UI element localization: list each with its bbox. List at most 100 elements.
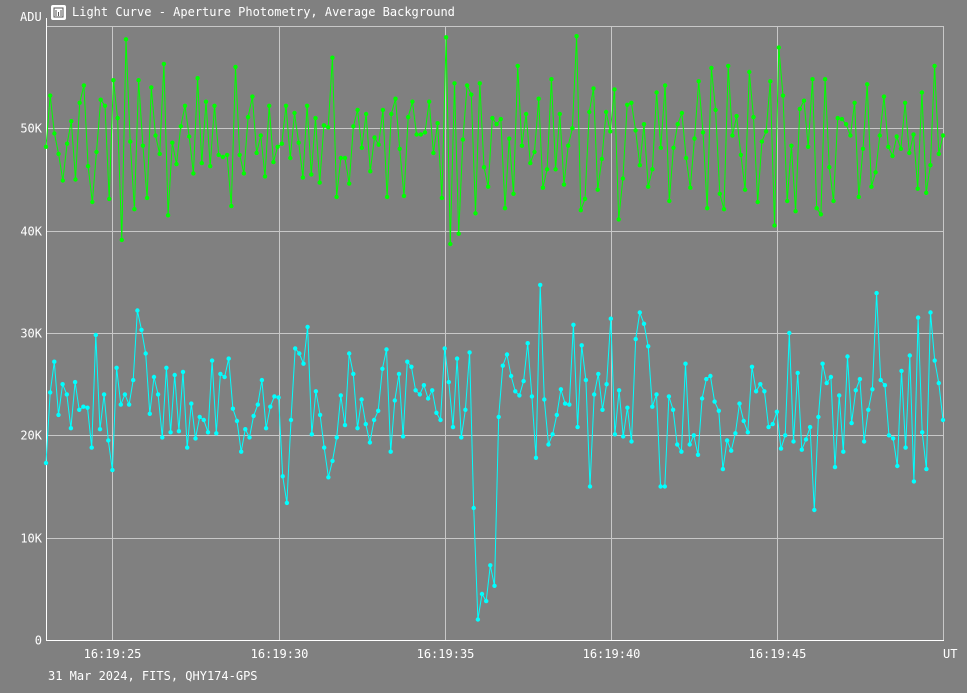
data-point [459, 435, 464, 440]
data-point [488, 563, 493, 568]
y-tick-label: 30K [20, 327, 42, 341]
data-point [832, 464, 838, 470]
x-tick-label: 16:19:30 [251, 647, 309, 661]
data-point [72, 379, 78, 385]
data-point [511, 191, 516, 196]
data-point [479, 591, 485, 597]
data-point [77, 407, 82, 412]
data-point [612, 432, 618, 437]
data-point [654, 392, 659, 397]
data-point [259, 377, 265, 383]
data-point [393, 96, 398, 101]
data-point [502, 206, 508, 211]
data-point [898, 146, 904, 151]
data-point [845, 354, 850, 359]
data-point [226, 356, 231, 361]
data-point [250, 94, 255, 99]
data-point [396, 371, 402, 377]
data-point [579, 343, 584, 348]
data-point [280, 474, 285, 479]
data-point [494, 122, 499, 127]
data-point [421, 383, 427, 388]
data-point [126, 402, 132, 407]
data-point [140, 143, 146, 148]
data-point [583, 377, 589, 383]
data-point [525, 341, 530, 346]
data-point [372, 135, 377, 140]
data-point [425, 396, 431, 401]
data-point [448, 241, 453, 247]
data-point [288, 155, 293, 161]
data-point [473, 211, 478, 216]
data-point [118, 402, 124, 407]
data-point [738, 152, 744, 158]
data-point [351, 371, 356, 377]
data-point [52, 359, 57, 364]
data-point [519, 143, 525, 148]
data-point [427, 99, 432, 104]
data-point [191, 171, 196, 176]
data-point [68, 426, 74, 431]
data-point [81, 404, 86, 409]
data-point [297, 351, 302, 356]
data-point [806, 144, 811, 149]
data-point [471, 505, 476, 511]
data-point [413, 388, 418, 393]
data-point [326, 125, 331, 130]
data-point [347, 181, 352, 186]
data-point [193, 436, 198, 441]
data-point [874, 290, 879, 296]
data-point [176, 429, 182, 434]
data-point [852, 100, 857, 106]
data-point [616, 217, 621, 222]
data-point [446, 379, 451, 385]
data-point [853, 388, 858, 393]
data-point [612, 87, 617, 92]
data-point [820, 361, 825, 366]
data-point [218, 371, 223, 377]
data-point [101, 392, 107, 397]
series-line [45, 284, 944, 620]
data-point [902, 100, 908, 106]
data-point [322, 445, 327, 450]
data-point [418, 132, 423, 137]
data-point [787, 330, 792, 336]
data-point [667, 198, 672, 204]
data-point [861, 439, 867, 444]
x-tick-label: 16:19:35 [417, 647, 475, 661]
data-point [464, 83, 470, 88]
data-point [860, 146, 866, 151]
data-point [791, 439, 796, 444]
y-tick-label: 20K [20, 429, 42, 443]
data-point [276, 395, 281, 400]
data-point [891, 436, 896, 441]
data-point [549, 77, 554, 82]
data-point [890, 153, 895, 159]
data-point [106, 438, 111, 443]
chart-title: Light Curve - Aperture Photometry, Avera… [72, 5, 455, 19]
data-point [309, 172, 314, 177]
data-point [837, 393, 842, 398]
data-point [492, 583, 497, 588]
data-point [155, 392, 161, 397]
data-point [368, 169, 373, 174]
data-point [317, 180, 322, 185]
data-point [554, 412, 559, 418]
data-point [894, 134, 899, 139]
data-point [839, 116, 845, 122]
data-point [924, 190, 929, 195]
data-point [675, 122, 680, 127]
x-tick-label: 16:19:40 [583, 647, 641, 661]
data-point [239, 449, 244, 454]
data-point [747, 69, 752, 75]
data-point [557, 111, 562, 117]
data-point [795, 370, 800, 376]
data-point [625, 102, 630, 108]
data-point [275, 144, 280, 149]
data-point [810, 77, 815, 82]
chart-app-icon[interactable] [51, 4, 66, 20]
data-point [313, 389, 319, 394]
data-point [604, 382, 609, 387]
data-point [763, 129, 769, 134]
